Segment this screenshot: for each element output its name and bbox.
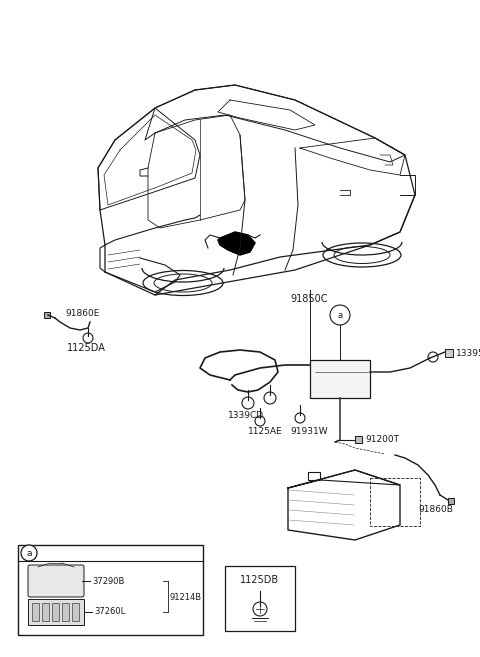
Polygon shape bbox=[218, 232, 255, 255]
Text: a: a bbox=[26, 549, 32, 558]
Bar bbox=[42, 603, 49, 621]
Text: 1125DB: 1125DB bbox=[240, 575, 279, 585]
Text: 37260L: 37260L bbox=[94, 608, 125, 616]
Text: 91850C: 91850C bbox=[290, 294, 327, 304]
Bar bbox=[62, 603, 69, 621]
Bar bbox=[44, 312, 50, 318]
Text: 91214B: 91214B bbox=[170, 593, 202, 602]
Circle shape bbox=[330, 305, 350, 325]
Bar bbox=[225, 566, 295, 631]
Bar bbox=[310, 360, 370, 398]
Bar bbox=[445, 349, 453, 357]
Bar bbox=[72, 603, 79, 621]
Bar bbox=[355, 436, 362, 443]
Bar bbox=[28, 599, 84, 625]
Text: 13395A: 13395A bbox=[456, 348, 480, 357]
Bar bbox=[52, 603, 59, 621]
Bar bbox=[308, 472, 320, 480]
FancyBboxPatch shape bbox=[28, 565, 84, 597]
Bar bbox=[448, 498, 454, 504]
Bar bbox=[32, 603, 39, 621]
Circle shape bbox=[21, 545, 37, 561]
Text: 91860B: 91860B bbox=[418, 505, 453, 514]
Text: 1125AE: 1125AE bbox=[248, 428, 283, 436]
Text: 1339CD: 1339CD bbox=[228, 411, 264, 420]
Text: 37290B: 37290B bbox=[92, 576, 124, 585]
Text: 91860E: 91860E bbox=[65, 309, 99, 317]
Text: 1125DA: 1125DA bbox=[67, 343, 106, 353]
Text: a: a bbox=[337, 311, 343, 319]
Bar bbox=[370, 478, 420, 526]
Text: 91200T: 91200T bbox=[365, 436, 399, 445]
Bar bbox=[18, 545, 203, 635]
Text: 91931W: 91931W bbox=[290, 428, 328, 436]
